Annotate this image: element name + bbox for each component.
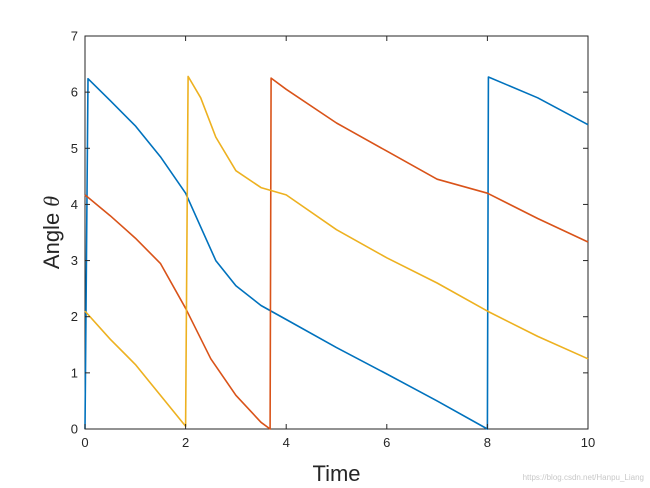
series-line-1 xyxy=(84,76,589,430)
y-axis-label: Angle θ xyxy=(39,196,64,269)
series-line-3 xyxy=(84,75,589,428)
y-tick-label: 1 xyxy=(71,365,78,380)
series-layer xyxy=(84,75,589,430)
theta-symbol: θ xyxy=(39,196,64,207)
plot-area xyxy=(84,35,589,430)
y-tick-label: 7 xyxy=(71,29,78,44)
x-tick-label: 0 xyxy=(81,435,88,450)
y-tick-label: 5 xyxy=(71,141,78,156)
x-tick-label: 6 xyxy=(383,435,390,450)
x-tick-label: 8 xyxy=(484,435,491,450)
series-line-2 xyxy=(84,77,589,430)
watermark: https://blog.csdn.net/Hanpu_Liang xyxy=(522,473,644,482)
x-tick-label: 4 xyxy=(283,435,290,450)
x-tick-label: 10 xyxy=(581,435,595,450)
x-axis-label: Time xyxy=(312,461,360,486)
y-axis-label-text: Angle xyxy=(39,207,64,269)
x-axis-ticks: 0 2 4 6 8 10 xyxy=(81,36,595,450)
y-axis-ticks: 0 1 2 3 4 5 6 7 xyxy=(71,29,588,437)
y-tick-label: 4 xyxy=(71,197,78,212)
y-tick-label: 3 xyxy=(71,253,78,268)
y-tick-label: 0 xyxy=(71,422,78,437)
x-tick-label: 2 xyxy=(182,435,189,450)
y-tick-label: 2 xyxy=(71,309,78,324)
y-tick-label: 6 xyxy=(71,85,78,100)
